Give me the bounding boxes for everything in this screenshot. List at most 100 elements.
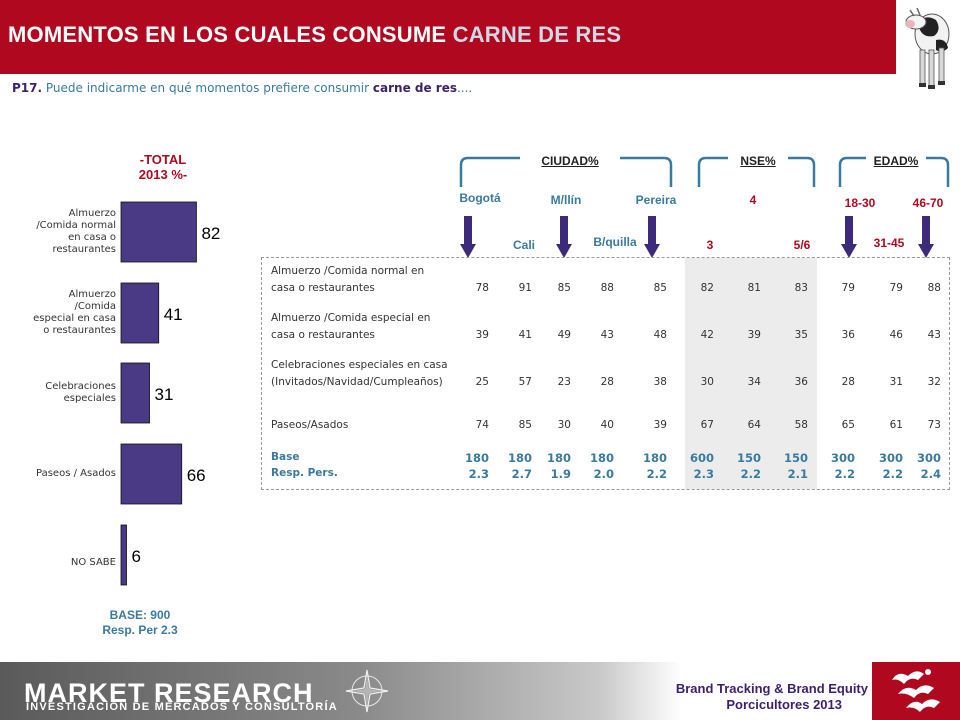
total-label-line2: 2013 %- <box>138 167 188 182</box>
base-c6: 600 <box>689 451 714 465</box>
header-band <box>0 0 896 74</box>
resp-c1: 2.3 <box>468 467 489 481</box>
footer-fade <box>600 662 872 720</box>
down-arrow-icon <box>556 216 572 258</box>
question-text: P17. Puede indicarme en qué momentos pre… <box>12 81 472 95</box>
bar-2 <box>120 282 160 344</box>
resp-c7: 2.2 <box>740 467 761 481</box>
question-number: P17. <box>12 81 43 95</box>
cell-r1-c9: 79 <box>841 282 855 294</box>
cell-r1-c3: 85 <box>557 282 571 294</box>
category-label-3: Celebraciones especiales <box>45 381 116 404</box>
cell-r2-c2: 41 <box>518 329 532 341</box>
cell-r4-c3: 30 <box>557 419 571 431</box>
table-frame <box>261 257 950 490</box>
page-title: MOMENTOS EN LOS CUALES CONSUME CARNE DE … <box>8 22 621 48</box>
bar-value-4: 66 <box>187 466 206 485</box>
cell-r4-c7: 64 <box>747 419 761 431</box>
category-label-4: Paseos / Asados <box>36 468 116 479</box>
bar-1 <box>120 201 197 263</box>
cell-r1-c8: 83 <box>794 282 808 294</box>
total-base-line2: Resp. Per 2.3 <box>102 623 178 637</box>
row-label-4: Paseos/Asados <box>271 419 349 431</box>
cell-r4-c10: 61 <box>889 419 903 431</box>
cell-r3-c2: 57 <box>518 376 532 388</box>
col-head-nse4: 4 <box>749 193 757 207</box>
title-main: MOMENTOS EN LOS CUALES CONSUME <box>8 22 447 47</box>
col-head-edad1830: 18-30 <box>844 196 876 210</box>
down-arrow-icon <box>918 216 934 258</box>
base-c2: 180 <box>507 451 532 465</box>
cell-r2-c9: 36 <box>841 329 855 341</box>
base-c7: 150 <box>736 451 761 465</box>
base-c1: 180 <box>464 451 489 465</box>
cell-r1-c2: 91 <box>518 282 532 294</box>
resp-c10: 2.2 <box>882 467 903 481</box>
question-emphasis: carne de res <box>372 81 457 95</box>
cell-r2-c8: 35 <box>794 329 808 341</box>
category-label-2: Almuerzo/Comida especial en casa o restaur… <box>33 289 116 336</box>
cell-r3-c9: 28 <box>841 376 855 388</box>
base-c9: 300 <box>830 451 855 465</box>
row-label-base: Base <box>271 451 300 463</box>
bar-5 <box>120 524 127 586</box>
cell-r3-c1: 25 <box>475 376 489 388</box>
bar-value-1: 82 <box>201 224 220 243</box>
row-label-3: Celebraciones especiales en casa (Invitad… <box>271 359 448 388</box>
cell-r2-c11: 43 <box>927 329 941 341</box>
base-c10: 300 <box>878 451 903 465</box>
cell-r1-c7: 81 <box>747 282 761 294</box>
row-label-1: Almuerzo /Comida normal en casa o restaur… <box>271 265 425 294</box>
footer-gradient <box>0 662 600 720</box>
company-logo-icon <box>872 662 960 720</box>
cell-r4-c6: 67 <box>700 419 714 431</box>
cell-r2-c4: 43 <box>600 329 614 341</box>
cell-r4-c5: 39 <box>653 419 667 431</box>
resp-c2: 2.7 <box>511 467 532 481</box>
cell-r1-c4: 88 <box>600 282 614 294</box>
resp-c5: 2.2 <box>646 467 667 481</box>
base-c11: 300 <box>916 451 941 465</box>
bar-3 <box>120 362 150 424</box>
group-title-nse: NSE% <box>728 154 788 168</box>
cell-r4-c9: 65 <box>841 419 855 431</box>
col-head-cali: Cali <box>512 238 535 252</box>
total-label-line1: -TOTAL <box>139 152 187 167</box>
study-name: Brand Tracking & Brand Equity <box>675 681 868 696</box>
col-head-pereira: Pereira <box>635 193 677 207</box>
cell-r4-c11: 73 <box>927 419 941 431</box>
cell-r3-c11: 32 <box>927 376 941 388</box>
group-title-ciudad: CIUDAD% <box>520 154 620 168</box>
cell-r3-c5: 38 <box>653 376 667 388</box>
col-head-nse3: 3 <box>706 238 714 252</box>
base-c3: 180 <box>546 451 571 465</box>
total-base-line1: BASE: 900 <box>109 608 171 622</box>
category-label-1: Almuerzo/Comida normal en casa o restauran… <box>36 208 116 255</box>
down-arrow-icon <box>841 216 857 258</box>
col-head-bogota: Bogotá <box>459 191 501 205</box>
resp-c6: 2.3 <box>693 467 714 481</box>
col-head-barranquilla: B/quilla <box>593 235 637 249</box>
row-label-resp: Resp. Pers. <box>271 467 338 479</box>
total-base: BASE: 900 Resp. Per 2.3 <box>90 608 190 638</box>
cell-r1-c10: 79 <box>889 282 903 294</box>
resp-c9: 2.2 <box>834 467 855 481</box>
col-head-edad4670: 46-70 <box>912 196 944 210</box>
cell-r3-c10: 31 <box>889 376 903 388</box>
cell-r1-c6: 82 <box>700 282 714 294</box>
group-brackets <box>459 156 950 187</box>
col-head-edad3145: 31-45 <box>873 236 905 250</box>
category-label-5: NO SABE <box>70 557 116 568</box>
cell-r4-c1: 74 <box>475 419 489 431</box>
study-client: Porcicultores 2013 <box>726 697 842 712</box>
cell-r3-c7: 34 <box>747 376 761 388</box>
brand-name: MARKET RESEARCH <box>24 678 314 708</box>
total-label: -TOTAL 2013 %- <box>120 152 206 182</box>
cell-r1-c5: 85 <box>653 282 667 294</box>
title-highlight: CARNE DE RES <box>452 22 622 47</box>
col-head-nse56: 5/6 <box>793 238 811 252</box>
bar-value-3: 31 <box>155 385 174 404</box>
resp-c11: 2.4 <box>920 467 941 481</box>
